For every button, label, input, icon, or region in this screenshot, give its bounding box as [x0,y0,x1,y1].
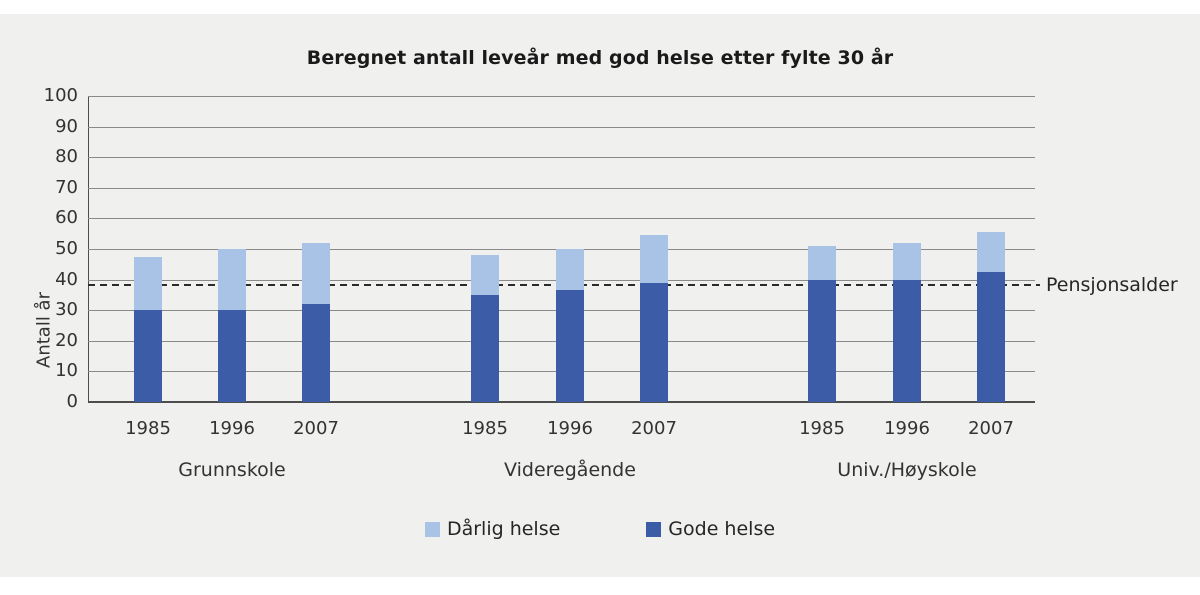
y-tick-label: 80 [55,146,78,168]
y-tick-label: 60 [55,207,78,229]
bar-segment-gode-helse [134,310,162,402]
x-tick-year-label: 2007 [631,418,677,439]
bar-segment-gode-helse [218,310,246,402]
x-tick-year-label: 1985 [125,418,171,439]
legend-label: Gode helse [668,518,776,540]
bar-segment-gode-helse [302,304,330,402]
bar-segment-darlig-helse [471,255,499,295]
bar-segment-darlig-helse [302,242,330,305]
bar-segment-gode-helse [640,282,668,402]
gridline-y-100 [88,96,1035,97]
y-tick-label: 100 [43,85,78,106]
gridline-y-60 [88,218,1035,220]
y-tick-label: 10 [55,360,78,382]
bar-segment-gode-helse [556,290,584,402]
x-tick-year-label: 2007 [293,418,339,439]
x-tick-year-label: 1985 [799,418,845,439]
bar-Grunnskole-1996 [218,249,246,402]
bar-segment-gode-helse [808,279,836,402]
legend-label: Dårlig helse [446,518,561,540]
gridline-y-80 [88,157,1035,159]
x-group-label: Grunnskole [178,459,286,481]
y-tick-label: 50 [55,238,78,259]
y-tick-label: 40 [55,268,78,290]
chart-title: Beregnet antall leveår med god helse ett… [306,47,894,69]
x-axis-line [88,401,1035,403]
bar-Univ./Høyskole-1996 [893,242,921,402]
legend: Dårlig helse Gode helse [0,518,1200,540]
bar-segment-darlig-helse [808,245,836,280]
gridline-y-90 [88,126,1035,128]
plot-area: Pensjonsalder 0 10 20 30 40 50 60 70 80 90 100 1985… [44,87,1178,482]
gridline-y-70 [88,187,1035,189]
bar-Grunnskole-1985 [134,256,162,402]
x-tick-year-label: 1996 [547,418,593,439]
x-group-label: Univ./Høyskole [837,459,977,481]
bar-Videregående-2007 [640,235,668,402]
x-tick-year-label: 1985 [462,418,508,439]
bar-Videregående-1985 [471,255,499,402]
bar-Videregående-1996 [556,249,584,402]
y-tick-label: 30 [55,299,78,321]
y-tick-label: 0 [66,391,78,412]
y-tick-label: 70 [55,176,78,198]
bar-Univ./Høyskole-1985 [808,245,836,402]
x-tick-year-label: 2007 [968,418,1014,439]
legend-item: Dårlig helse [424,518,561,540]
y-tick-label: 20 [55,329,78,351]
bar-Univ./Høyskole-2007 [977,232,1005,402]
bar-segment-gode-helse [893,279,921,402]
bar-segment-darlig-helse [640,235,668,283]
bar-segment-darlig-helse [218,249,246,311]
x-tick-year-label: 1996 [209,418,255,439]
pension-age-label: Pensjonsalder [1046,273,1178,296]
x-group-label: Videregående [504,459,636,481]
bar-segment-gode-helse [471,294,499,402]
y-axis-title: Antall år [33,292,55,368]
x-tick-year-label: 1996 [884,418,930,439]
legend-item: Gode helse [646,518,775,540]
legend-swatch-icon [646,521,662,537]
y-tick-label: 90 [55,115,78,137]
bar-segment-darlig-helse [556,249,584,291]
bar-segment-darlig-helse [893,242,921,280]
bar-segment-darlig-helse [977,232,1005,272]
legend-swatch-icon [424,521,440,537]
bar-segment-gode-helse [977,271,1005,402]
bar-Grunnskole-2007 [302,242,330,402]
bar-segment-darlig-helse [134,256,162,311]
